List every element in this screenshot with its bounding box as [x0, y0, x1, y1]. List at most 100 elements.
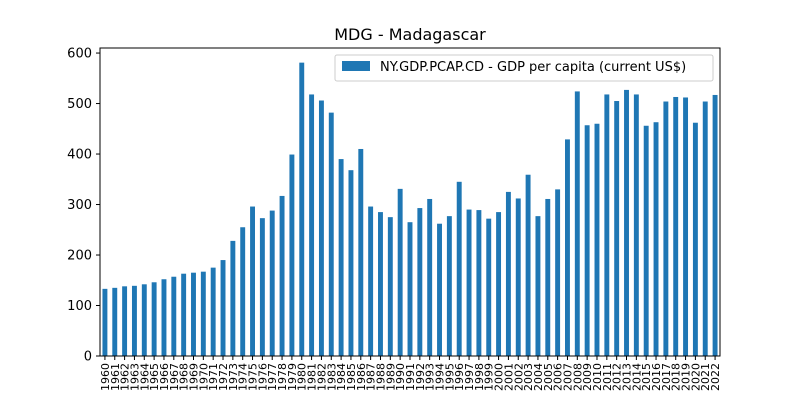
bar-1984 [338, 159, 344, 356]
x-tick-label: 1999 [483, 363, 496, 391]
x-tick-label: 1970 [197, 363, 210, 391]
y-tick-label: 200 [67, 249, 92, 264]
bar-1985 [348, 170, 354, 356]
x-tick-label: 1976 [256, 363, 269, 391]
bar-1970 [200, 271, 206, 356]
y-axis: 0 100 200 300 400 500 600 [67, 47, 100, 365]
x-tick-label: 1991 [404, 363, 417, 391]
y-tick-label: 400 [67, 148, 92, 163]
bar-2002 [515, 198, 521, 356]
x-tick-label: 2011 [601, 363, 614, 391]
bar-2019 [683, 97, 689, 356]
bar-2009 [584, 125, 590, 356]
bar-1965 [151, 282, 157, 356]
x-tick-label: 2006 [552, 363, 565, 391]
x-tick-label: 2013 [621, 363, 634, 391]
x-tick-label: 1974 [237, 363, 250, 391]
bar-1977 [269, 210, 275, 356]
x-tick-label: 1988 [374, 363, 387, 391]
x-tick-label: 1972 [217, 363, 230, 391]
bar-1980 [299, 62, 305, 356]
x-tick-label: 2008 [571, 363, 584, 391]
bar-1968 [181, 273, 187, 356]
x-tick-label: 1993 [424, 363, 437, 391]
legend-swatch [342, 61, 370, 71]
x-tick-label: 2016 [650, 363, 663, 391]
bar-1967 [171, 276, 177, 356]
x-tick-label: 2005 [542, 363, 555, 391]
chart-title: MDG - Madagascar [334, 25, 486, 44]
x-tick-label: 2007 [561, 363, 574, 391]
x-tick-label: 1966 [158, 363, 171, 391]
x-tick-label: 1983 [325, 363, 338, 391]
bar-2005 [545, 198, 551, 356]
x-tick-label: 1963 [128, 363, 141, 391]
bar-1990 [397, 188, 403, 356]
bar-1986 [358, 148, 364, 356]
legend-box [334, 54, 714, 82]
bar-2020 [692, 122, 698, 356]
bar-2000 [496, 212, 502, 356]
x-tick-label: 1992 [414, 363, 427, 391]
x-tick-label: 2009 [581, 363, 594, 391]
plot-area-frame [99, 47, 721, 357]
legend: NY.GDP.PCAP.CD - GDP per capita (current… [334, 54, 714, 82]
bars-group [102, 62, 718, 357]
x-tick-label: 1978 [276, 363, 289, 391]
bar-2001 [505, 191, 511, 356]
bar-2010 [594, 123, 600, 357]
bar-1996 [456, 181, 462, 356]
bar-2008 [574, 91, 580, 357]
bar-2006 [555, 189, 561, 356]
y-tick-label: 100 [67, 299, 92, 314]
x-tick-label: 1979 [286, 363, 299, 391]
x-tick-label: 1995 [443, 363, 456, 391]
bar-1974 [240, 227, 246, 356]
bar-1989 [387, 217, 393, 356]
x-tick-label: 2000 [493, 363, 506, 391]
bar-1961 [112, 287, 118, 356]
bar-1976 [259, 218, 265, 356]
x-tick-label: 1973 [227, 363, 240, 391]
x-tick-label: 2012 [611, 363, 624, 391]
x-tick-label: 2017 [660, 363, 673, 391]
bar-1997 [466, 209, 472, 356]
bar-1972 [220, 260, 226, 356]
bar-1981 [309, 94, 315, 356]
y-tick-label: 300 [67, 198, 92, 213]
bar-2014 [633, 94, 639, 356]
x-tick-label: 2004 [532, 363, 545, 391]
x-tick-label: 1998 [473, 363, 486, 391]
x-tick-label: 2015 [640, 363, 653, 391]
bar-1992 [417, 208, 423, 356]
y-tick-label: 600 [67, 47, 92, 62]
bar-1998 [476, 210, 482, 356]
bar-1964 [141, 284, 147, 356]
bar-2018 [673, 96, 679, 356]
x-tick-label: 2022 [709, 363, 722, 391]
x-tick-label: 1964 [138, 363, 151, 391]
bar-1987 [368, 206, 374, 356]
x-tick-label: 2003 [522, 363, 535, 391]
bar-1988 [378, 212, 383, 356]
x-tick-label: 2021 [699, 363, 712, 391]
bar-2015 [643, 125, 649, 356]
x-tick-label: 1996 [453, 363, 466, 391]
bar-1969 [191, 272, 196, 356]
bar-2017 [663, 101, 669, 357]
bar-1994 [437, 223, 442, 356]
bar-2013 [624, 89, 629, 356]
x-tick-label: 1960 [99, 363, 112, 391]
x-tick-label: 1985 [345, 363, 358, 391]
bar-2011 [604, 94, 610, 356]
y-tick-label: 500 [67, 97, 92, 112]
x-tick-label: 1982 [315, 363, 328, 391]
x-tick-label: 1977 [266, 363, 279, 391]
bar-1963 [131, 285, 137, 356]
x-tick-label: 1967 [168, 363, 181, 391]
x-tick-label: 1997 [463, 363, 476, 391]
x-tick-label: 1965 [148, 363, 161, 391]
x-tick-label: 1969 [187, 363, 200, 391]
x-tick-label: 2019 [680, 363, 693, 391]
